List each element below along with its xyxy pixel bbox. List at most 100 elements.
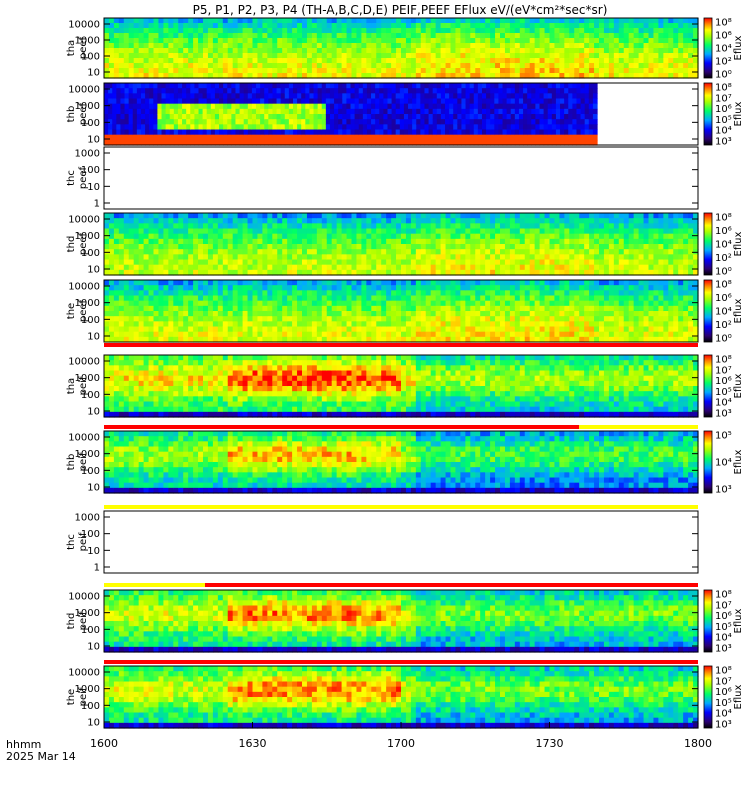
heatmap-cell [362, 83, 368, 89]
heatmap-cell [569, 18, 575, 24]
heatmap-cell [188, 295, 194, 302]
heatmap-cell [504, 223, 511, 230]
heatmap-cell [311, 28, 318, 34]
heatmap-cell [628, 269, 635, 276]
heatmap-cell [302, 316, 308, 322]
heatmap-cell [168, 336, 174, 343]
heatmap-cell [579, 264, 585, 271]
heatmap-cell [123, 280, 130, 286]
heatmap-cell [648, 218, 655, 224]
heatmap-cell [346, 53, 353, 59]
heatmap-cell [342, 93, 347, 100]
heatmap-cell [316, 228, 323, 235]
heatmap-cell [387, 134, 393, 141]
heatmap-cell [267, 213, 273, 219]
heatmap-cell [412, 119, 417, 125]
heatmap-cell [163, 233, 169, 240]
heatmap-cell [519, 233, 526, 240]
heatmap-cell [247, 316, 254, 322]
heatmap-cell [153, 53, 160, 59]
heatmap-cell [207, 58, 214, 64]
heatmap-cell [481, 88, 487, 94]
heatmap-cell [149, 129, 154, 136]
heatmap-cell [305, 129, 311, 136]
heatmap-cell [326, 38, 333, 44]
heatmap-cell [529, 38, 536, 44]
heatmap-cell [481, 114, 487, 120]
heatmap-cell [356, 249, 362, 255]
heatmap-cell [509, 43, 516, 49]
heatmap-cell [531, 139, 536, 146]
heatmap-cell [399, 93, 405, 100]
heatmap-cell [128, 280, 135, 286]
heatmap-cell [163, 336, 169, 343]
heatmap-cell [108, 331, 115, 338]
heatmap-cell [116, 114, 122, 120]
heatmap-cell [673, 238, 679, 245]
heatmap-cell [292, 331, 298, 338]
heatmap-cell [584, 233, 590, 240]
heatmap-cell [133, 23, 140, 29]
heatmap-cell [628, 233, 635, 240]
heatmap-cell [430, 244, 437, 250]
heatmap-cell [534, 68, 541, 74]
heatmap-cell [559, 68, 565, 74]
heatmap-cell [420, 228, 427, 235]
heatmap-cell [580, 114, 586, 120]
heatmap-cell [202, 139, 208, 146]
heatmap-cell [306, 68, 313, 74]
heatmap-cell [227, 73, 234, 79]
heatmap-cell [306, 48, 313, 54]
heatmap-cell [198, 326, 204, 333]
heatmap-cell [589, 254, 595, 261]
heatmap-cell [668, 63, 674, 69]
heatmap-cell [449, 124, 454, 131]
heatmap-cell [143, 290, 150, 297]
heatmap-cell [311, 233, 318, 240]
heatmap-cell [168, 269, 174, 276]
heatmap-cell [658, 223, 664, 230]
heatmap-cell [138, 38, 145, 44]
heatmap-cell [169, 103, 175, 110]
heatmap-cell [148, 238, 155, 245]
heatmap-cell [500, 23, 506, 29]
heatmap-cell [212, 238, 219, 245]
heatmap-cell [108, 114, 113, 120]
heatmap-cell [529, 68, 536, 74]
heatmap-cell [569, 23, 575, 29]
heatmap-cell [287, 28, 293, 34]
heatmap-cell [440, 119, 446, 125]
heatmap-cell [277, 264, 283, 271]
heatmap-cell [410, 23, 417, 29]
heatmap-cell [301, 114, 306, 120]
heatmap-cell [594, 259, 600, 266]
heatmap-cell [395, 119, 401, 125]
heatmap-cell [547, 88, 553, 94]
heatmap-cell [161, 88, 167, 94]
heatmap-cell [287, 326, 293, 333]
heatmap-cell [190, 119, 195, 125]
heatmap-cell [395, 108, 401, 115]
heatmap-cell [252, 38, 259, 44]
heatmap-cell [169, 129, 175, 136]
heatmap-cell [534, 58, 541, 64]
heatmap-cell [579, 28, 585, 34]
heatmap-cell [589, 244, 595, 250]
heatmap-cell [128, 213, 135, 219]
heatmap-cell [158, 33, 164, 39]
heatmap-cell [188, 23, 194, 29]
heatmap-cell [623, 23, 630, 29]
heatmap-cell [256, 134, 261, 141]
heatmap-cell [120, 83, 126, 89]
heatmap-cell [227, 53, 234, 59]
heatmap-cell [361, 38, 367, 44]
heatmap-cell [133, 68, 140, 74]
heatmap-cell [177, 93, 183, 100]
heatmap-cell [136, 93, 142, 100]
heatmap-cell [495, 238, 501, 245]
heatmap-cell [302, 228, 308, 235]
heatmap-cell [104, 300, 110, 307]
heatmap-cell [445, 213, 452, 219]
heatmap-cell [306, 290, 313, 297]
heatmap-cell [440, 249, 447, 255]
